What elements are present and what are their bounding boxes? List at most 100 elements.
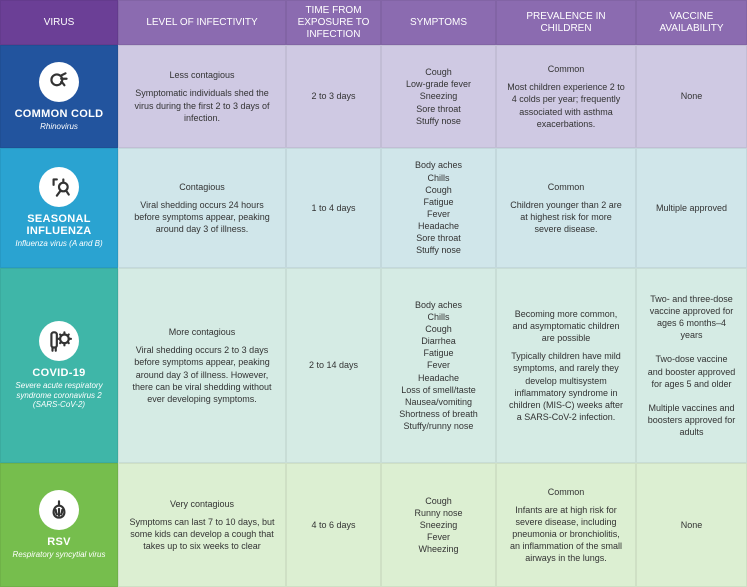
prevalence-lead: Common — [507, 486, 625, 498]
virus-label-cell: COVID-19 Severe acute respiratory syndrom… — [0, 268, 118, 463]
symptom-item: Sore throat — [406, 103, 471, 115]
infectivity-lead: More contagious — [129, 326, 275, 338]
prevalence-lead: Common — [507, 181, 625, 193]
virus-scientific-name: Severe acute respiratory syndrome corona… — [7, 381, 111, 410]
time-value: 2 to 14 days — [309, 359, 358, 371]
infectivity-cell: Less contagious Symptomatic individuals s… — [118, 45, 286, 148]
symptoms-list: CoughRunny noseSneezingFeverWheezing — [414, 495, 462, 556]
symptom-item: Runny nose — [414, 507, 462, 519]
symptoms-cell: Body achesChillsCoughFatigueFeverHeadach… — [381, 148, 496, 268]
infectivity-lead: Contagious — [129, 181, 275, 193]
symptom-item: Chills — [415, 172, 462, 184]
vaccine-value: Multiple approved — [656, 202, 727, 214]
symptom-item: Fatigue — [399, 347, 478, 359]
prevalence-detail: Children younger than 2 are at highest r… — [507, 199, 625, 235]
symptom-item: Sneezing — [414, 519, 462, 531]
symptoms-list: Body achesChillsCoughDiarrheaFatigueFeve… — [399, 299, 478, 433]
symptom-item: Wheezing — [414, 543, 462, 555]
vaccine-cell: Two- and three-dose vaccine approved for… — [636, 268, 747, 463]
symptom-item: Diarrhea — [399, 335, 478, 347]
symptom-item: Low-grade fever — [406, 78, 471, 90]
rsv-icon — [39, 490, 79, 530]
prevalence-cell: CommonMost children experience 2 to 4 co… — [496, 45, 636, 148]
vaccine-value: Two- and three-dose vaccine approved for… — [647, 293, 736, 439]
virus-name: COVID-19 — [32, 367, 85, 379]
table-row: RSV Respiratory syncytial virus Very conta… — [0, 463, 747, 587]
symptom-item: Headache — [415, 220, 462, 232]
vaccine-cell: Multiple approved — [636, 148, 747, 268]
time-cell: 2 to 3 days — [286, 45, 381, 148]
symptom-item: Fever — [414, 531, 462, 543]
time-value: 2 to 3 days — [311, 90, 355, 102]
virus-name: RSV — [47, 536, 71, 548]
symptom-item: Fever — [399, 359, 478, 371]
flu-icon — [39, 167, 79, 207]
virus-comparison-table: VIRUS LEVEL OF INFECTIVITY TIME FROM EXP… — [0, 0, 747, 587]
time-value: 4 to 6 days — [311, 519, 355, 531]
symptom-item: Shortness of breath — [399, 408, 478, 420]
prevalence-detail: Typically children have mild symptoms, a… — [507, 350, 625, 423]
virus-label-cell: COMMON COLDRhinovirus — [0, 45, 118, 148]
symptom-item: Fever — [415, 208, 462, 220]
symptom-item: Headache — [399, 372, 478, 384]
infectivity-detail: Symptoms can last 7 to 10 days, but some… — [129, 516, 275, 552]
vaccine-cell: None — [636, 45, 747, 148]
symptoms-cell: CoughRunny noseSneezingFeverWheezing — [381, 463, 496, 587]
time-cell: 2 to 14 days — [286, 268, 381, 463]
time-value: 1 to 4 days — [311, 202, 355, 214]
symptom-item: Loss of smell/taste — [399, 384, 478, 396]
header-infectivity: LEVEL OF INFECTIVITY — [118, 0, 286, 45]
virus-name: SEASONAL INFLUENZA — [7, 213, 111, 237]
infectivity-lead: Less contagious — [129, 69, 275, 81]
table-header-row: VIRUS LEVEL OF INFECTIVITY TIME FROM EXP… — [0, 0, 747, 45]
vaccine-value: None — [681, 519, 703, 531]
symptoms-list: CoughLow-grade feverSneezingSore throatS… — [406, 66, 471, 127]
header-virus: VIRUS — [0, 0, 118, 45]
symptom-item: Cough — [414, 495, 462, 507]
infectivity-cell: More contagious Viral shedding occurs 2 t… — [118, 268, 286, 463]
symptom-item: Stuffy nose — [415, 244, 462, 256]
infectivity-detail: Symptomatic individuals shed the virus d… — [129, 87, 275, 123]
symptom-item: Cough — [415, 184, 462, 196]
virus-label-cell: RSV Respiratory syncytial virus — [0, 463, 118, 587]
symptoms-cell: CoughLow-grade feverSneezingSore throatS… — [381, 45, 496, 148]
symptom-item: Cough — [406, 66, 471, 78]
prevalence-cell: Common Infants are at high risk for sever… — [496, 463, 636, 587]
infectivity-lead: Very contagious — [129, 498, 275, 510]
virus-label-cell: SEASONAL INFLUENZA Influenza virus (A and… — [0, 148, 118, 268]
symptom-item: Body aches — [415, 159, 462, 171]
symptom-item: Sore throat — [415, 232, 462, 244]
table-body: COMMON COLDRhinovirus Less contagious Symp… — [0, 45, 747, 587]
virus-scientific-name: Influenza virus (A and B) — [15, 239, 102, 249]
time-cell: 4 to 6 days — [286, 463, 381, 587]
virus-scientific-name: Respiratory syncytial virus — [13, 550, 106, 560]
symptom-item: Sneezing — [406, 90, 471, 102]
time-cell: 1 to 4 days — [286, 148, 381, 268]
symptom-item: Body aches — [399, 299, 478, 311]
prevalence-detail: Infants are at high risk for severe dise… — [507, 504, 625, 565]
symptom-item: Chills — [399, 311, 478, 323]
virus-name: COMMON COLD — [15, 108, 104, 120]
symptom-item: Stuffy/runny nose — [399, 420, 478, 432]
header-time: TIME FROM EXPOSURE TO INFECTION — [286, 0, 381, 45]
symptom-item: Fatigue — [415, 196, 462, 208]
prevalence-cell: Becoming more common, and asymptomatic c… — [496, 268, 636, 463]
table-row: COMMON COLDRhinovirus Less contagious Symp… — [0, 45, 747, 148]
vaccine-value: None — [681, 90, 703, 102]
prevalence-cell: Common Children younger than 2 are at hig… — [496, 148, 636, 268]
prevalence-lead: Becoming more common, and asymptomatic c… — [507, 308, 625, 344]
table-row: SEASONAL INFLUENZA Influenza virus (A and… — [0, 148, 747, 268]
infectivity-detail: Viral shedding occurs 2 to 3 days before… — [129, 344, 275, 405]
cold-icon — [39, 62, 79, 102]
symptom-item: Nausea/vomiting — [399, 396, 478, 408]
symptoms-list: Body achesChillsCoughFatigueFeverHeadach… — [415, 159, 462, 256]
infectivity-cell: Contagious Viral shedding occurs 24 hours… — [118, 148, 286, 268]
covid-icon — [39, 321, 79, 361]
symptom-item: Stuffy nose — [406, 115, 471, 127]
infectivity-detail: Viral shedding occurs 24 hours before sy… — [129, 199, 275, 235]
header-symptoms: SYMPTOMS — [381, 0, 496, 45]
table-row: COVID-19 Severe acute respiratory syndrom… — [0, 268, 747, 463]
prevalence-detail: Most children experience 2 to 4 colds pe… — [507, 81, 625, 130]
header-vaccine: VACCINE AVAILABILITY — [636, 0, 747, 45]
header-prevalence: PREVALENCE IN CHILDREN — [496, 0, 636, 45]
